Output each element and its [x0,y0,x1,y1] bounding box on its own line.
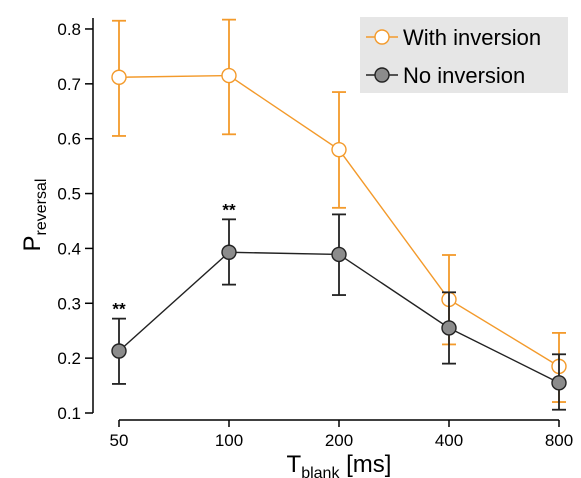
y-tick-label: 0.4 [57,239,81,258]
legend-box [360,17,568,93]
x-tick-label: 200 [325,431,353,450]
data-point [221,67,237,84]
data-point [331,246,347,263]
significance-layer: ** ** [112,200,236,318]
y-tick-label: 0.1 [57,404,81,423]
legend-marker [374,29,390,45]
legend-item: With inversion [366,25,541,50]
axes: 0.1 0.2 0.3 0.4 0.5 0.6 0.7 0.8 50 100 200 400 800 [57,18,573,450]
significance-marker: ** [222,200,236,219]
axis-titles: Tblank [ms] Preversal [19,179,391,478]
data-point [441,320,457,336]
legend-item: No inversion [366,63,525,88]
x-tick-label: 800 [545,431,573,450]
y-tick-label: 0.7 [57,75,81,94]
data-point [331,141,347,158]
x-axis-label: Tblank [ms] [287,451,392,478]
y-tick-label: 0.2 [57,349,81,368]
y-tick-label: 0.8 [57,20,81,39]
y-axis-label: Preversal [19,179,50,252]
legend-marker [374,67,390,83]
data-point [221,244,237,260]
series-no-inversion [111,213,567,411]
y-tick-label: 0.3 [57,294,81,313]
y-tick-label: 0.6 [57,130,81,149]
x-tick-label: 50 [110,431,129,450]
legend-label: With inversion [403,25,541,50]
series-layer [111,18,567,411]
data-point [551,375,567,391]
x-tick-label: 400 [435,431,463,450]
y-tick-label: 0.5 [57,185,81,204]
x-tick-label: 100 [215,431,243,450]
legend: With inversion No inversion [360,17,568,93]
legend-label: No inversion [403,63,525,88]
significance-marker: ** [112,300,126,319]
data-point [111,343,127,359]
data-point [111,69,127,85]
